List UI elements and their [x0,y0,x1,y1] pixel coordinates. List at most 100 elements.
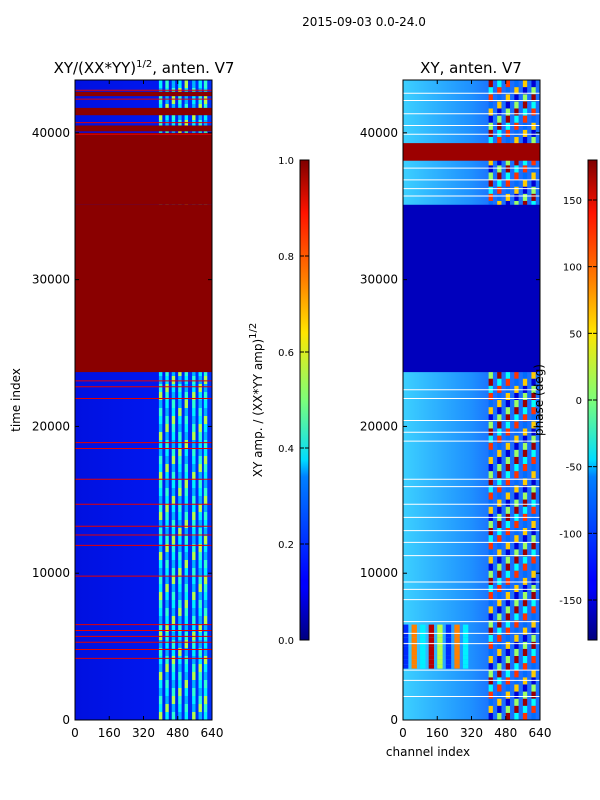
phase-cell [420,646,426,652]
amplitude-cell [203,592,208,600]
phase-cell [514,456,519,464]
phase-cell [505,620,511,628]
amplitude-cell [184,600,189,608]
amplitude-cell [192,664,196,672]
amplitude-cell [171,552,176,560]
phase-cell [497,471,502,479]
amplitude-cell [165,392,169,400]
phase-cell [488,378,493,386]
amplitude-cell [192,424,196,432]
amplitude-cell [198,664,202,672]
phase-cell [514,200,519,208]
phase-cell [531,478,536,486]
amplitude-cell [198,688,202,696]
phase-cell [497,456,502,464]
phase-cell [514,712,519,720]
phase-cell [488,186,493,194]
phase-cell [522,392,528,400]
phase-cell [514,442,519,450]
phase-cell [428,646,435,652]
amplitude-cell [203,96,208,104]
amplitude-cell [192,128,196,136]
phase-cell [505,122,511,130]
amplitude-cell [203,448,208,456]
phase-cell [411,628,417,634]
amplitude-cell [184,408,189,416]
amplitude-cell [198,400,202,408]
phase-cell [411,642,417,647]
phase-xlabel: channel index [386,745,470,759]
amplitude-cell [198,456,202,464]
amplitude-cell [184,576,189,584]
phase-cell [505,684,511,692]
amplitude-cell [203,112,208,120]
amplitude-cell [203,432,208,440]
amplitude-ratio-plot: XY/(XX*YY)1/2, anten. V7 0 160 320 480 640 0… [9,59,234,740]
phase-cell [531,542,536,550]
amplitude-cell [203,120,208,128]
phase-cell [522,627,528,635]
phase-cell [505,677,511,685]
amplitude-cell [184,712,189,720]
amplitude-cell [198,472,202,480]
amplitude-cell [198,552,202,560]
amplitude-band [75,107,212,116]
phase-cell [488,471,493,479]
amplitude-cell [165,384,169,392]
amplitude-cell [158,440,163,448]
amplitude-cell [192,560,196,568]
phase-colorbar: -150 -100 -50 0 50 100 150 phase (deg) [532,159,598,641]
phase-cell [428,628,435,634]
amplitude-cell [192,600,196,608]
amplitude-cell [178,488,182,496]
phase-cell [488,549,493,557]
phase-cell [488,499,493,507]
phase-cell [505,108,511,116]
amplitude-cell [203,624,208,632]
phase-cell [505,670,511,678]
amplitude-cell [158,624,163,632]
phase-cell [531,670,536,678]
phase-cell [462,624,469,629]
amplitude-band [75,185,212,191]
amplitude-cell [171,624,176,632]
phase-cell [522,698,528,706]
phase-cell [531,712,536,720]
phase-cell [497,499,502,507]
phase-cell [505,599,511,607]
phase-cell [488,400,493,408]
phase-cell [522,136,528,144]
phase-cell [514,193,519,201]
amplitude-cell [198,392,202,400]
phase-cell [522,684,528,692]
phase-cell [514,485,519,493]
phase-cell [514,499,519,507]
amplitude-cell [184,696,189,704]
phase-cell [505,136,511,144]
amplitude-cell [203,712,208,720]
phase-cell [505,535,511,543]
phase-cell [497,592,502,600]
phase-cell [497,599,502,607]
amplitude-cell [192,528,196,536]
amplitude-cell [192,688,196,696]
phase-cell [531,371,536,379]
figure-title: 2015-09-03 0.0-24.0 [302,15,426,29]
phase-cell [514,165,519,173]
phase-cell [497,101,502,109]
amplitude-cell [165,688,169,696]
phase-cell [522,80,528,88]
phase-cell [428,624,435,629]
phase-cell [462,628,469,634]
phase-cell [497,378,502,386]
phase-cell [488,478,493,486]
amplitude-band [75,160,212,169]
phase-cell [514,684,519,692]
amplitude-cell [165,656,169,664]
phase-cell [514,528,519,536]
phase-cell [488,656,493,664]
amplitude-cell [184,456,189,464]
amplitude-cell [171,544,176,552]
amplitude-cell [171,112,176,120]
amplitude-cell [158,472,163,480]
